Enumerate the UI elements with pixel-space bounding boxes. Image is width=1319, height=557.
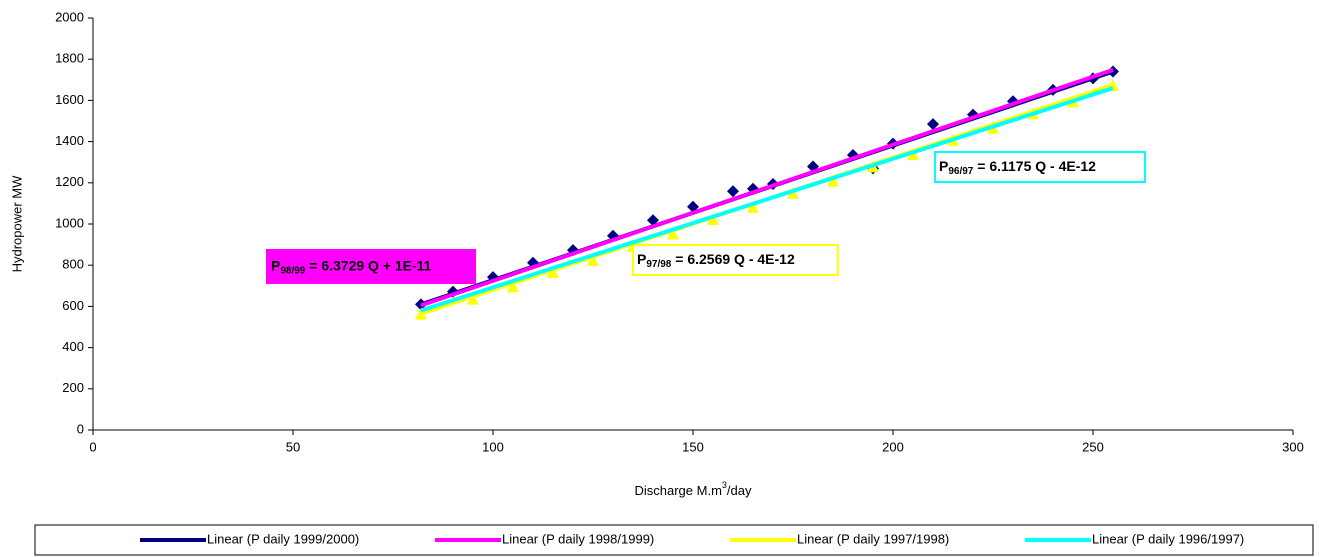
point (587, 253, 599, 266)
point (747, 200, 759, 213)
point (827, 174, 839, 187)
legend-label: Linear (P daily 1998/1999) (502, 531, 654, 546)
point (467, 292, 479, 305)
x-tick-label: 0 (89, 439, 96, 454)
x-axis-label: Discharge M.m3/day (634, 480, 752, 498)
point (727, 185, 739, 198)
annotation-box (632, 244, 839, 276)
x-label-text: Discharge M.m (634, 483, 721, 498)
annotation-box (266, 249, 476, 284)
y-tick-label: 1600 (55, 92, 84, 107)
y-tick-label: 1200 (55, 174, 84, 189)
annotation-text: = 6.3729 Q + 1E-11 (305, 257, 431, 273)
y-tick-label: 1000 (55, 215, 84, 230)
x-label-suffix: /day (727, 483, 752, 498)
annotation-prefix: P (271, 257, 280, 273)
x-tick-label: 150 (682, 439, 704, 454)
trend-line (420, 68, 1114, 308)
legend-box (34, 524, 1314, 556)
x-tick-label: 50 (286, 439, 300, 454)
point (927, 118, 939, 131)
annotation: P96/97 = 6.1175 Q - 4E-12 (939, 158, 1096, 177)
annotation-subscript: 97/98 (646, 259, 671, 270)
annotation-box (934, 151, 1146, 183)
annotation-subscript: 96/97 (948, 166, 973, 177)
x-label-sup: 3 (722, 480, 727, 490)
annotation-prefix: P (939, 158, 948, 174)
y-tick-label: 600 (62, 298, 84, 313)
y-tick-label: 2000 (55, 9, 84, 24)
annotation-text: = 6.1175 Q - 4E-12 (973, 158, 1096, 174)
point (667, 227, 679, 240)
annotation-text: = 6.2569 Q - 4E-12 (671, 251, 795, 267)
annotation: P98/99 = 6.3729 Q + 1E-11 (271, 257, 432, 276)
y-tick-label: 1400 (55, 133, 84, 148)
x-tick-label: 300 (1282, 439, 1304, 454)
legend-label: Linear (P daily 1997/1998) (797, 531, 949, 546)
y-tick-label: 1800 (55, 51, 84, 66)
y-axis-label: Hydropower MW (9, 175, 24, 273)
annotation-prefix: P (637, 251, 646, 267)
point (507, 280, 519, 293)
y-tick-label: 0 (77, 421, 84, 436)
y-tick-label: 800 (62, 257, 84, 272)
legend-label: Linear (P daily 1999/2000) (207, 531, 359, 546)
legend-label: Linear (P daily 1996/1997) (1092, 531, 1244, 546)
x-tick-label: 200 (882, 439, 904, 454)
trend-line (420, 86, 1114, 313)
y-tick-label: 400 (62, 339, 84, 354)
y-tick-label: 200 (62, 380, 84, 395)
annotation: P97/98 = 6.2569 Q - 4E-12 (637, 251, 795, 270)
x-tick-label: 250 (1082, 439, 1104, 454)
annotation-subscript: 98/99 (280, 265, 305, 276)
x-tick-label: 100 (482, 439, 504, 454)
